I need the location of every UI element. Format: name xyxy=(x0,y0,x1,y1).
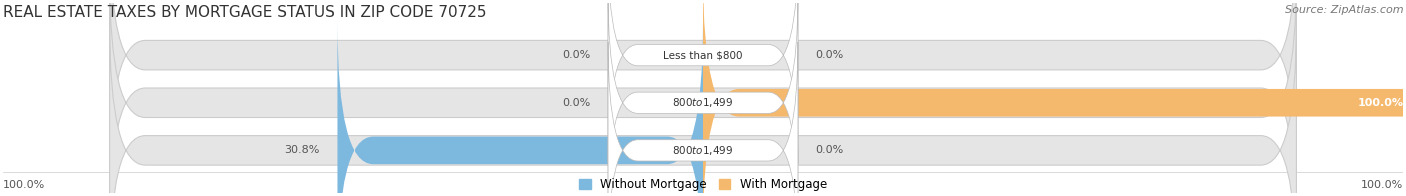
Text: 100.0%: 100.0% xyxy=(1361,180,1403,190)
Text: 0.0%: 0.0% xyxy=(562,50,591,60)
FancyBboxPatch shape xyxy=(337,21,703,196)
FancyBboxPatch shape xyxy=(607,42,799,196)
Text: Source: ZipAtlas.com: Source: ZipAtlas.com xyxy=(1285,5,1403,15)
FancyBboxPatch shape xyxy=(110,0,1296,183)
Text: REAL ESTATE TAXES BY MORTGAGE STATUS IN ZIP CODE 70725: REAL ESTATE TAXES BY MORTGAGE STATUS IN … xyxy=(3,5,486,20)
FancyBboxPatch shape xyxy=(703,0,1406,196)
Legend: Without Mortgage, With Mortgage: Without Mortgage, With Mortgage xyxy=(579,178,827,191)
Text: 0.0%: 0.0% xyxy=(562,98,591,108)
FancyBboxPatch shape xyxy=(110,0,1296,196)
FancyBboxPatch shape xyxy=(110,22,1296,196)
Text: 30.8%: 30.8% xyxy=(284,145,319,155)
Text: 0.0%: 0.0% xyxy=(815,50,844,60)
Text: 0.0%: 0.0% xyxy=(815,145,844,155)
Text: $800 to $1,499: $800 to $1,499 xyxy=(672,96,734,109)
FancyBboxPatch shape xyxy=(607,0,799,163)
Text: 100.0%: 100.0% xyxy=(1357,98,1403,108)
Text: 100.0%: 100.0% xyxy=(3,180,45,190)
Text: Less than $800: Less than $800 xyxy=(664,50,742,60)
FancyBboxPatch shape xyxy=(607,0,799,196)
Text: $800 to $1,499: $800 to $1,499 xyxy=(672,144,734,157)
